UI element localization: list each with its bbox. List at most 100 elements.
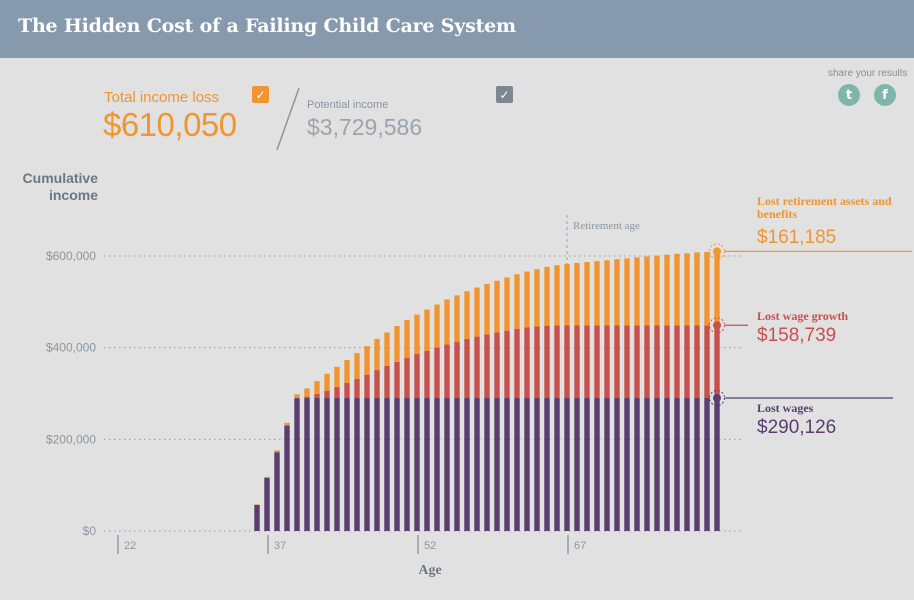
bar-lost-wages (514, 398, 520, 531)
x-tick-label: 37 (274, 540, 286, 552)
bar-lost-retirement (534, 269, 540, 327)
marker-ring-retirement (709, 243, 725, 260)
bar-lost-retirement (394, 326, 400, 362)
bar-lost-retirement (314, 381, 320, 394)
bar-lost-wage-growth (714, 325, 720, 399)
bar-lost-wage-growth (704, 325, 710, 399)
bar-lost-retirement (284, 422, 290, 426)
bar-lost-wages (564, 398, 570, 531)
bar-lost-retirement (404, 320, 410, 358)
share-label: share your results (828, 68, 908, 79)
bar-lost-wage-growth (454, 341, 460, 399)
legend-wages-value: $290,126 (757, 417, 837, 438)
bar-lost-wage-growth (334, 387, 340, 399)
facebook-share-button[interactable]: f (874, 84, 896, 106)
bar-lost-wages (584, 398, 590, 531)
bar-lost-wages (674, 398, 680, 531)
retirement-age-label: Retirement age (573, 220, 640, 232)
bar-lost-wage-growth (374, 370, 380, 399)
bar-lost-retirement (604, 260, 610, 326)
bar-lost-wage-growth (304, 396, 310, 399)
bar-lost-wages (354, 398, 360, 531)
bar-lost-wage-growth (644, 325, 650, 399)
bar-lost-wages (344, 398, 350, 531)
bar-lost-retirement (374, 338, 380, 371)
total-income-loss-checkbox[interactable]: ✓ (252, 86, 269, 103)
marker-dot-retirement (713, 247, 721, 256)
bar-lost-wages (704, 398, 710, 531)
y-tick-label: $600,000 (46, 249, 96, 263)
bar-lost-retirement (364, 346, 370, 375)
bar-lost-retirement (464, 291, 470, 339)
bar-lost-wages (434, 398, 440, 531)
potential-income-label: Potential income (307, 99, 389, 111)
bar-lost-retirement (344, 359, 350, 383)
bar-lost-wage-growth (474, 336, 480, 399)
bar-lost-wages (274, 452, 280, 531)
legend-wages-title: Lost wages (757, 401, 814, 415)
bar-lost-retirement (294, 394, 300, 399)
bar-lost-wage-growth (614, 325, 620, 399)
bar-lost-wages (624, 398, 630, 531)
bar-lost-wage-growth (574, 325, 580, 399)
bar-lost-retirement (494, 280, 500, 333)
bar-lost-wages (384, 398, 390, 531)
bar-lost-wages (544, 398, 550, 531)
x-tick-label: 22 (124, 540, 136, 552)
marker-dot-wages (713, 394, 721, 403)
bar-lost-wages (254, 504, 260, 531)
bar-lost-wage-growth (314, 393, 320, 399)
bar-lost-retirement (654, 255, 660, 326)
bar-lost-wages (444, 398, 450, 531)
bar-lost-retirement (504, 277, 510, 331)
x-axis-label: Age (418, 563, 442, 578)
bar-lost-wages (454, 398, 460, 531)
bar-lost-wage-growth (394, 361, 400, 399)
bar-lost-wages (394, 398, 400, 531)
bar-lost-retirement (384, 332, 390, 366)
bar-lost-wage-growth (564, 325, 570, 399)
bar-lost-wage-growth (514, 328, 520, 399)
bar-lost-wage-growth (504, 330, 510, 399)
bar-lost-retirement (304, 388, 310, 397)
marker-ring-wages (709, 390, 725, 407)
bar-lost-wages (504, 398, 510, 531)
bar-lost-wage-growth (584, 325, 590, 399)
bar-lost-wage-growth (344, 382, 350, 399)
bar-lost-wage-growth (364, 374, 370, 399)
bar-lost-wages (294, 398, 300, 531)
bar-lost-retirement (484, 283, 490, 335)
bar-lost-retirement (264, 476, 270, 478)
bar-lost-wages (664, 398, 670, 531)
bar-lost-wage-growth (494, 332, 500, 399)
bar-lost-retirement (564, 263, 570, 326)
bar-lost-retirement (664, 254, 670, 326)
bar-lost-wages (284, 425, 290, 531)
page-title: The Hidden Cost of a Failing Child Care … (18, 15, 516, 37)
bar-lost-retirement (634, 257, 640, 326)
bar-lost-wage-growth (624, 325, 630, 399)
bar-lost-retirement (554, 265, 560, 326)
bar-lost-wages (604, 398, 610, 531)
bar-lost-wage-growth (484, 334, 490, 399)
bar-lost-retirement (354, 353, 360, 379)
bar-lost-wages (594, 398, 600, 531)
bar-lost-wage-growth (354, 378, 360, 399)
legend-growth-title: Lost wage growth (757, 309, 849, 323)
bar-lost-wages (714, 398, 720, 531)
bar-lost-retirement (434, 304, 440, 348)
bar-lost-retirement (454, 295, 460, 342)
bar-lost-wage-growth (404, 357, 410, 399)
bar-lost-retirement (324, 373, 330, 391)
bar-lost-retirement (674, 253, 680, 326)
bar-lost-wage-growth (654, 325, 660, 399)
y-tick-label: $400,000 (46, 341, 96, 355)
bar-lost-wage-growth (544, 325, 550, 399)
bar-lost-wages (324, 398, 330, 531)
bar-lost-wage-growth (694, 325, 700, 399)
bar-lost-wages (334, 398, 340, 531)
bar-lost-wages (464, 398, 470, 531)
bar-lost-retirement (584, 262, 590, 326)
twitter-share-button[interactable]: t (838, 84, 860, 106)
potential-income-checkbox[interactable]: ✓ (496, 86, 513, 103)
